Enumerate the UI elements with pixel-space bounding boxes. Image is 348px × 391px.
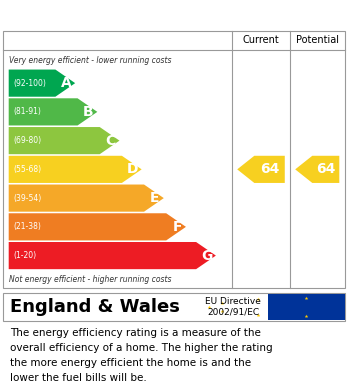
Text: A: A	[61, 76, 72, 90]
Text: (55-68): (55-68)	[13, 165, 41, 174]
Text: EU Directive
2002/91/EC: EU Directive 2002/91/EC	[205, 297, 261, 317]
Text: Potential: Potential	[296, 36, 339, 45]
Text: 64: 64	[260, 162, 279, 176]
Text: B: B	[83, 105, 94, 119]
Text: Not energy efficient - higher running costs: Not energy efficient - higher running co…	[9, 275, 171, 285]
Text: G: G	[201, 249, 213, 263]
Bar	[268, 294, 345, 321]
Polygon shape	[9, 98, 97, 126]
Text: (39-54): (39-54)	[13, 194, 41, 203]
Text: (21-38): (21-38)	[13, 222, 41, 231]
Text: E: E	[150, 191, 160, 205]
Text: The energy efficiency rating is a measure of the
overall efficiency of a home. T: The energy efficiency rating is a measur…	[10, 328, 273, 383]
Text: 64: 64	[316, 162, 335, 176]
Text: England & Wales: England & Wales	[10, 298, 180, 316]
Text: C: C	[105, 134, 116, 148]
Polygon shape	[9, 70, 75, 97]
Polygon shape	[9, 127, 119, 154]
Text: (81-91): (81-91)	[13, 108, 41, 117]
Text: Energy Efficiency Rating: Energy Efficiency Rating	[60, 5, 288, 23]
Text: Current: Current	[243, 36, 279, 45]
Polygon shape	[237, 156, 285, 183]
Text: Very energy efficient - lower running costs: Very energy efficient - lower running co…	[9, 56, 171, 65]
Polygon shape	[9, 156, 142, 183]
Polygon shape	[295, 156, 339, 183]
Text: (1-20): (1-20)	[13, 251, 36, 260]
Text: (69-80): (69-80)	[13, 136, 41, 145]
Text: F: F	[172, 220, 182, 234]
Polygon shape	[9, 185, 164, 212]
Text: D: D	[127, 162, 139, 176]
Text: (92-100): (92-100)	[13, 79, 46, 88]
Polygon shape	[9, 242, 216, 269]
Polygon shape	[9, 213, 186, 240]
